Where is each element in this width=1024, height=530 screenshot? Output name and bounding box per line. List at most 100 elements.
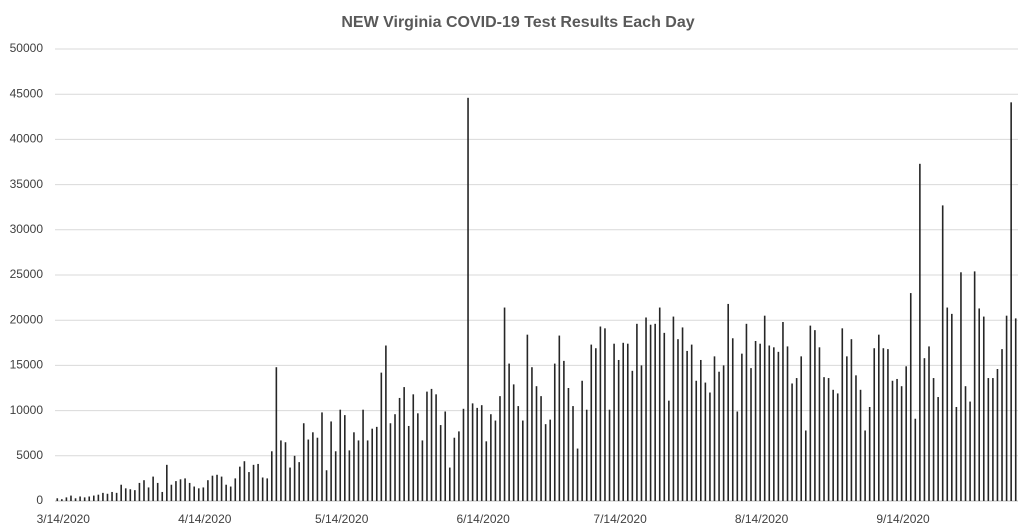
- bar: [905, 366, 907, 501]
- bar: [485, 441, 488, 501]
- bar: [56, 498, 59, 501]
- bar: [951, 313, 953, 501]
- bar: [563, 360, 565, 501]
- bar: [453, 437, 456, 501]
- bar: [759, 343, 761, 501]
- bar: [353, 432, 355, 501]
- bar: [211, 475, 214, 501]
- bar: [490, 414, 492, 501]
- bar: [613, 343, 615, 501]
- bar: [640, 365, 643, 501]
- bar: [690, 344, 693, 501]
- bar: [558, 335, 561, 501]
- bar: [471, 403, 474, 501]
- x-tick-label: 3/14/2020: [37, 512, 91, 526]
- bar: [773, 347, 775, 501]
- bar: [827, 378, 830, 501]
- bar: [909, 293, 912, 501]
- bar: [175, 481, 177, 501]
- bar: [604, 328, 606, 501]
- bar: [649, 324, 652, 501]
- bar: [900, 386, 903, 501]
- bar: [321, 412, 323, 501]
- bar: [462, 408, 465, 501]
- bar: [293, 455, 296, 501]
- bar: [270, 451, 273, 501]
- bar: [426, 391, 428, 501]
- bar: [626, 343, 629, 501]
- bar: [79, 496, 81, 501]
- bar: [672, 316, 675, 501]
- bar: [138, 482, 141, 501]
- bar: [887, 349, 889, 501]
- bar: [549, 419, 551, 501]
- bar: [480, 405, 483, 501]
- bar: [207, 480, 209, 501]
- bar: [882, 348, 885, 501]
- bar: [166, 464, 168, 501]
- bar: [430, 388, 433, 501]
- bar: [654, 323, 656, 501]
- bar: [161, 491, 164, 501]
- bar: [147, 487, 150, 501]
- bar: [631, 370, 634, 501]
- y-tick-label: 15000: [10, 358, 44, 372]
- bar: [590, 344, 593, 501]
- bar: [668, 400, 670, 501]
- bar: [143, 480, 145, 501]
- bar: [357, 440, 360, 501]
- bar: [439, 425, 442, 501]
- bar: [435, 394, 437, 501]
- bar: [718, 371, 720, 501]
- bar: [595, 348, 597, 501]
- bar: [512, 384, 515, 501]
- bar: [695, 380, 698, 501]
- bar: [325, 470, 328, 501]
- bar: [978, 308, 981, 501]
- bar: [964, 386, 967, 501]
- bar: [745, 323, 748, 501]
- y-tick-label: 20000: [10, 312, 44, 326]
- bar: [403, 387, 405, 501]
- bar: [700, 359, 702, 501]
- bar: [754, 340, 757, 501]
- x-tick-label: 4/14/2020: [178, 512, 232, 526]
- bar: [421, 440, 424, 501]
- y-tick-label: 45000: [10, 86, 44, 100]
- bar: [70, 495, 72, 501]
- bar: [1010, 102, 1012, 501]
- bar: [307, 439, 310, 501]
- bar: [334, 451, 337, 501]
- x-tick-label: 8/14/2020: [735, 512, 789, 526]
- bar: [188, 482, 191, 501]
- bar: [284, 442, 287, 501]
- bar: [458, 431, 460, 501]
- bar: [417, 413, 419, 501]
- x-tick-label: 9/14/2020: [876, 512, 930, 526]
- bar: [257, 463, 259, 501]
- bar: [129, 489, 132, 501]
- bar: [476, 407, 478, 501]
- y-tick-label: 5000: [16, 448, 43, 462]
- bar: [750, 368, 752, 501]
- bar: [225, 484, 227, 501]
- bar: [896, 378, 898, 501]
- bar: [713, 356, 716, 501]
- bar: [467, 97, 469, 501]
- y-tick-label: 30000: [10, 222, 44, 236]
- bar: [622, 342, 625, 501]
- bar: [444, 411, 447, 501]
- bar: [1014, 318, 1017, 501]
- bar: [836, 393, 839, 501]
- bar: [184, 478, 186, 501]
- y-tick-label: 50000: [10, 41, 44, 55]
- bar: [973, 271, 976, 501]
- bar: [289, 467, 291, 501]
- bar: [704, 382, 707, 501]
- bar: [74, 498, 77, 501]
- bar: [891, 380, 894, 501]
- x-tick-label: 6/14/2020: [456, 512, 510, 526]
- bar: [380, 372, 383, 501]
- bar: [266, 478, 269, 501]
- bar: [371, 428, 373, 501]
